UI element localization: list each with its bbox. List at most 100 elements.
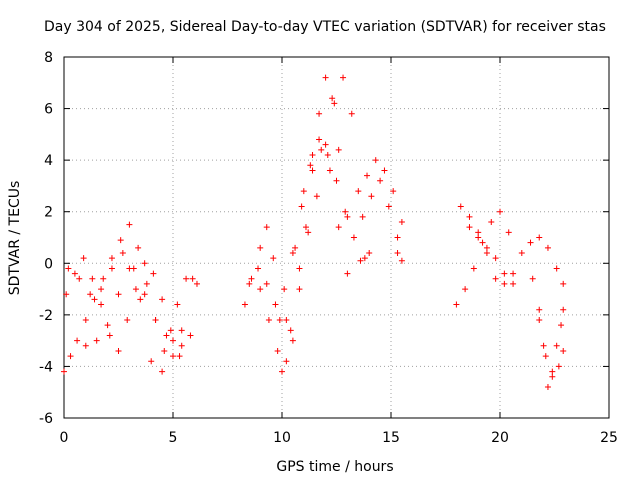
data-point (76, 275, 83, 282)
series-track-4 (82, 265, 185, 375)
data-point (390, 188, 397, 195)
x-tick-label: 5 (169, 430, 178, 446)
data-point (98, 301, 105, 308)
data-point (348, 110, 355, 117)
data-point (87, 291, 94, 298)
data-point (527, 239, 534, 246)
data-point (270, 255, 277, 262)
data-point (178, 327, 185, 334)
data-point (148, 358, 155, 365)
data-point (394, 234, 401, 241)
data-point (108, 255, 115, 262)
data-point (385, 203, 392, 210)
data-point (183, 275, 190, 282)
y-tick-label: 6 (44, 102, 53, 118)
data-point (322, 74, 329, 81)
data-point (132, 286, 139, 293)
chart-title: Day 304 of 2025, Sidereal Day-to-day VTE… (44, 19, 606, 35)
series-track-10 (357, 249, 373, 264)
data-point (104, 322, 111, 329)
data-point (61, 368, 67, 375)
series-track-13 (394, 249, 405, 264)
data-point (289, 337, 296, 344)
data-point (366, 249, 373, 256)
grid-lines (64, 57, 609, 418)
data-point (274, 347, 281, 354)
data-point (141, 291, 148, 298)
data-point (350, 234, 357, 241)
data-point (283, 317, 290, 324)
x-tick-label: 15 (382, 430, 400, 446)
data-point (126, 265, 133, 272)
data-point (529, 275, 536, 282)
data-point (560, 280, 567, 287)
data-point (302, 224, 309, 231)
data-point (189, 275, 196, 282)
data-point (187, 332, 194, 339)
data-point (536, 234, 543, 241)
data-point (359, 213, 366, 220)
data-point (329, 95, 336, 102)
data-point (316, 136, 323, 143)
data-point (342, 208, 349, 215)
data-point (372, 157, 379, 164)
data-point (141, 260, 148, 267)
y-tick-label: -2 (39, 308, 53, 324)
data-point (361, 255, 368, 262)
data-point (279, 368, 285, 375)
data-point (296, 286, 303, 293)
data-point (377, 177, 384, 184)
data-point (558, 322, 565, 329)
series-track-18 (536, 317, 567, 380)
data-point (119, 249, 126, 256)
data-point (161, 347, 168, 354)
data-point (82, 317, 89, 324)
data-point (80, 255, 87, 262)
data-point (466, 213, 473, 220)
data-point (135, 244, 142, 251)
data-point (322, 141, 329, 148)
data-point (398, 219, 405, 226)
data-point (483, 244, 490, 251)
data-point (309, 151, 316, 158)
data-point (159, 296, 166, 303)
series-track-17 (529, 275, 567, 391)
data-point (143, 280, 150, 287)
y-tick-label: 4 (44, 153, 53, 169)
data-point (298, 203, 305, 210)
data-point (335, 146, 342, 153)
data-point (368, 193, 375, 200)
data-point (193, 280, 200, 287)
series-track-14 (453, 208, 512, 308)
data-point (381, 167, 388, 174)
series-track-1 (61, 221, 185, 375)
data-point (344, 213, 351, 220)
data-point (326, 167, 333, 174)
data-point (159, 368, 166, 375)
y-tick-label: -6 (39, 411, 53, 427)
data-point (324, 151, 331, 158)
data-point (74, 337, 81, 344)
data-point (364, 172, 371, 179)
data-point (492, 275, 499, 282)
data-point (98, 286, 105, 293)
data-point (283, 358, 290, 365)
data-point (93, 337, 100, 344)
data-point (71, 270, 78, 277)
data-point (462, 286, 469, 293)
data-points (61, 74, 567, 391)
data-point (518, 249, 525, 256)
data-point (307, 162, 314, 169)
data-point (313, 193, 320, 200)
data-point (117, 237, 124, 244)
data-point (355, 188, 362, 195)
series-track-15 (457, 203, 567, 287)
data-point (163, 332, 170, 339)
data-point (263, 224, 270, 231)
data-point (501, 270, 508, 277)
data-point (289, 249, 296, 256)
data-point (544, 384, 551, 391)
data-point (255, 265, 262, 272)
data-point (510, 270, 517, 277)
data-point (265, 317, 272, 324)
